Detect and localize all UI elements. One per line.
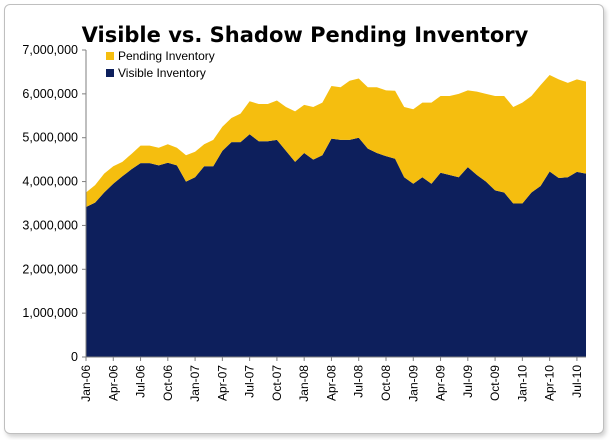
x-tick-label: Apr-06 — [106, 365, 120, 401]
y-tick-label: 1,000,000 — [22, 306, 78, 320]
legend-label: Visible Inventory — [118, 66, 206, 80]
x-tick-label: Jan-07 — [188, 365, 202, 402]
x-tick-label: Apr-08 — [324, 365, 338, 401]
legend-swatch — [106, 69, 114, 77]
legend-swatch — [106, 52, 114, 60]
y-tick-label: 7,000,000 — [22, 43, 78, 57]
x-tick-label: Apr-09 — [434, 365, 448, 401]
area-visible-inventory — [86, 134, 586, 357]
x-tick-label: Jul-09 — [461, 365, 475, 398]
x-tick-label: Oct-08 — [379, 365, 393, 401]
area-pending-inventory — [86, 75, 586, 208]
x-axis: Jan-06 Apr-06 Jul-06 Oct-06 Jan-07 Apr-07 Jul-… — [79, 356, 586, 402]
x-tick-label: Jul-07 — [243, 365, 257, 398]
x-tick-label: Jan-09 — [406, 365, 420, 402]
x-tick-label: Apr-10 — [543, 365, 557, 401]
x-tick-label: Oct-07 — [270, 365, 284, 401]
plot-areas — [86, 75, 586, 357]
legend-label: Pending Inventory — [118, 49, 215, 63]
y-tick-label: 6,000,000 — [22, 87, 78, 101]
x-tick-label: Oct-09 — [488, 365, 502, 401]
chart-title: Visible vs. Shadow Pending Inventory — [82, 23, 529, 47]
y-tick-label: 0 — [71, 350, 78, 364]
x-tick-label: Jul-06 — [134, 365, 148, 398]
x-tick-label: Jul-08 — [352, 365, 366, 398]
y-tick-label: 3,000,000 — [22, 218, 78, 232]
legend: Pending Inventory Visible Inventory — [106, 49, 215, 80]
y-tick-label: 5,000,000 — [22, 131, 78, 145]
x-tick-label: Jan-06 — [79, 365, 93, 402]
y-tick-label: 4,000,000 — [22, 175, 78, 189]
y-tick-label: 2,000,000 — [22, 262, 78, 276]
x-tick-label: Apr-07 — [215, 365, 229, 401]
x-tick-label: Oct-06 — [161, 365, 175, 401]
y-axis: 0 1,000,000 2,000,000 3,000,000 4,000,000 5,0… — [22, 43, 87, 364]
x-tick-label: Jan-08 — [297, 365, 311, 402]
x-tick-label: Jan-10 — [515, 365, 529, 402]
x-tick-label: Jul-10 — [570, 365, 584, 398]
